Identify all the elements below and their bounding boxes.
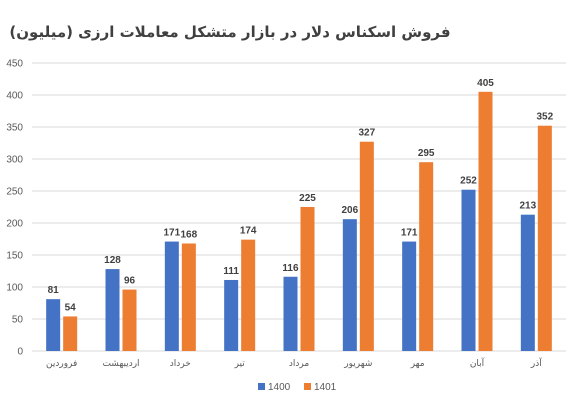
legend-label: 1400 (268, 382, 291, 393)
data-label: 327 (358, 128, 375, 139)
bar-1401-7 (419, 162, 434, 351)
data-label: 252 (460, 176, 477, 187)
bar-1401-8 (478, 91, 493, 352)
data-label: 96 (124, 276, 136, 287)
data-label: 206 (341, 205, 358, 216)
y-tick-label: 400 (6, 91, 23, 102)
legend: 1400 1401 (258, 382, 337, 393)
y-tick-label: 250 (6, 187, 23, 198)
y-axis: 0 50 100 150 200 250 300 350 400 450 (6, 59, 23, 358)
x-tick-label: تیر (234, 359, 246, 369)
data-label: 352 (536, 112, 553, 123)
data-label: 171 (401, 228, 418, 239)
x-tick-label: آذر (530, 357, 542, 369)
legend-swatch-1400 (258, 383, 265, 390)
y-tick-label: 100 (6, 283, 23, 294)
data-label: 171 (163, 228, 180, 239)
y-tick-label: 50 (12, 315, 24, 326)
x-tick-label: آبان (470, 357, 485, 369)
legend-label: 1401 (314, 382, 337, 393)
x-tick-label: اردیبهشت (102, 359, 139, 369)
data-label: 225 (299, 193, 316, 204)
chart-title: فروش اسکناس دلار در بازار متشکل معاملات … (9, 23, 450, 41)
bar-1400-8 (461, 189, 476, 351)
bar-1401-3 (181, 243, 196, 351)
bar-1400-9 (520, 214, 535, 351)
bar-1400-2 (105, 269, 120, 351)
bar-1400-5 (283, 276, 298, 351)
bar-1400-7 (402, 241, 417, 351)
x-axis: فروردین اردیبهشت خرداد تیر مرداد شهریور مهر آبا… (46, 357, 542, 369)
gridlines (32, 62, 566, 352)
data-label: 405 (477, 78, 494, 89)
y-tick-label: 350 (6, 123, 23, 134)
data-label: 174 (240, 226, 257, 237)
y-tick-label: 0 (17, 347, 23, 358)
y-tick-label: 300 (6, 155, 23, 166)
bar-1400-6 (342, 219, 357, 351)
x-tick-label: مهر (410, 359, 425, 369)
bar-1401-9 (537, 125, 552, 351)
bar-1401-1 (63, 316, 78, 351)
bars (46, 91, 552, 352)
bar-1401-4 (241, 239, 256, 351)
data-label: 81 (48, 285, 60, 296)
y-tick-label: 450 (6, 59, 23, 70)
data-label: 128 (104, 255, 121, 266)
legend-swatch-1401 (304, 383, 311, 390)
x-tick-label: خرداد (170, 359, 191, 369)
x-tick-label: مرداد (289, 359, 309, 369)
bar-1401-5 (300, 207, 315, 351)
data-label: 116 (282, 263, 299, 274)
y-tick-label: 150 (6, 251, 23, 262)
x-tick-label: شهریور (343, 359, 372, 369)
bar-1400-4 (224, 279, 239, 351)
data-label: 111 (223, 266, 239, 277)
data-label: 54 (65, 302, 77, 313)
bar-1401-6 (359, 141, 374, 351)
data-label: 213 (519, 201, 536, 212)
data-label: 295 (418, 148, 435, 159)
bar-1400-3 (164, 241, 179, 351)
bar-1401-2 (122, 289, 137, 351)
x-tick-label: فروردین (46, 359, 77, 369)
data-label: 168 (180, 229, 197, 240)
bar-1400-1 (46, 299, 61, 351)
y-tick-label: 200 (6, 219, 23, 230)
